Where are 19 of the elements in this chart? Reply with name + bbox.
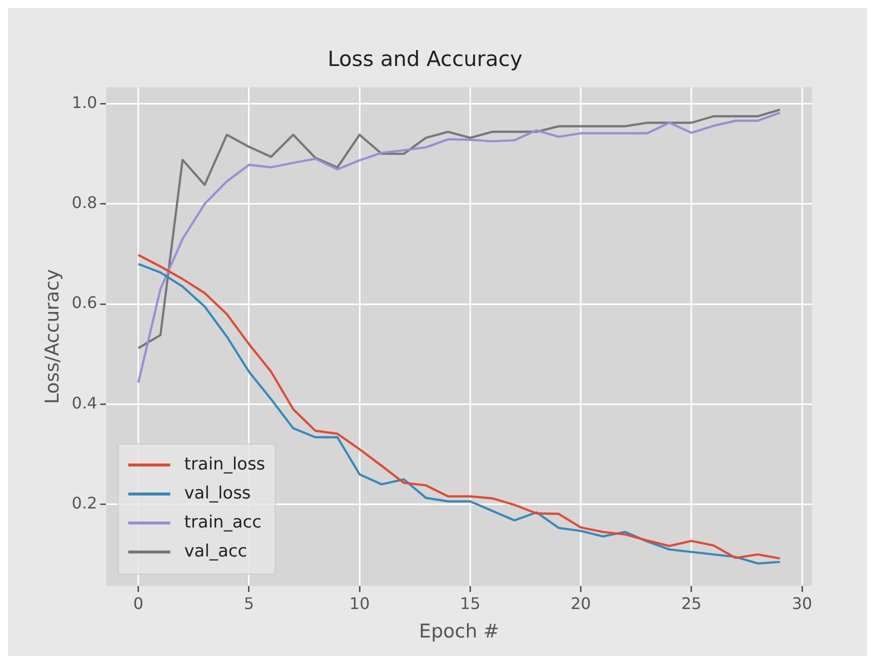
x-tick-label: 25 <box>681 594 702 613</box>
y-tick-label: 0.8 <box>72 193 98 212</box>
legend-label: train_loss <box>184 454 266 474</box>
y-tick-label: 1.0 <box>72 92 98 112</box>
y-tick-label: 0.6 <box>72 293 98 312</box>
y-tick-label: 0.4 <box>72 393 98 412</box>
legend-label: train_acc <box>184 512 262 532</box>
x-tick-label: 30 <box>792 594 812 613</box>
y-tick-label: 0.2 <box>72 494 98 513</box>
x-tick-label: 0 <box>133 594 144 613</box>
legend-label: val_acc <box>184 541 248 562</box>
legend-label: val_loss <box>184 483 251 504</box>
y-axis-title: Loss/Accuracy <box>41 269 64 404</box>
x-tick-label: 10 <box>349 594 370 613</box>
x-axis-title: Epoch # <box>419 620 500 643</box>
x-tick-label: 20 <box>570 594 591 613</box>
chart-title: Loss and Accuracy <box>328 47 522 72</box>
x-tick-label: 5 <box>244 594 254 613</box>
x-tick-label: 15 <box>460 594 480 613</box>
